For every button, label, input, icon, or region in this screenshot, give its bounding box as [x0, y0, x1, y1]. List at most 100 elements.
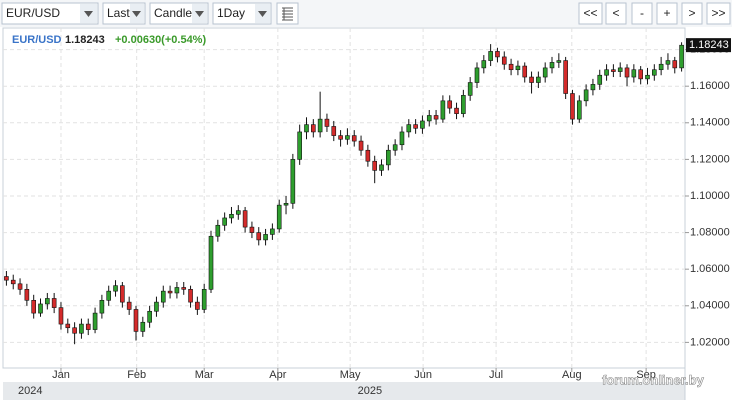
candle-body: [154, 301, 159, 312]
candle-body: [167, 290, 173, 294]
nav-button[interactable]: +: [656, 2, 678, 25]
candle-body: [379, 164, 384, 171]
candle-body: [406, 124, 412, 133]
button-label: <: [612, 6, 619, 20]
candle-body: [515, 65, 521, 71]
candle-body: [338, 135, 343, 140]
candle-body: [304, 124, 309, 133]
candle-body: [556, 60, 562, 63]
table-icon: [282, 7, 293, 21]
candle-body: [345, 135, 350, 140]
candle-body: [331, 126, 337, 136]
candle-body: [638, 69, 643, 80]
candle-body: [270, 228, 275, 235]
candle-body: [617, 67, 623, 72]
candle-body: [536, 76, 541, 83]
candle-body: [31, 299, 36, 314]
candle-body: [501, 56, 507, 65]
candle-body: [51, 298, 57, 308]
candle-body: [563, 60, 568, 94]
candle-body: [120, 285, 125, 303]
candle-body: [195, 301, 200, 310]
candle-body: [392, 144, 398, 151]
year-row: [3, 382, 685, 400]
candle-body: [85, 323, 91, 330]
candle-body: [522, 65, 528, 78]
candle-body: [263, 234, 268, 241]
table-button[interactable]: [276, 2, 299, 25]
candle-body: [542, 67, 548, 78]
candle-body: [508, 63, 514, 71]
dropdown-box: [1, 2, 99, 25]
candle-body: [420, 120, 425, 129]
candle-body: [235, 210, 241, 215]
dropdown-arrow: [195, 11, 204, 17]
candle-body: [215, 224, 221, 237]
x-tick-label: Jun: [414, 369, 432, 381]
candle-body: [113, 285, 118, 292]
interval-dropdown[interactable]: 1Day: [212, 2, 272, 25]
dropdown-label: 1Day: [217, 6, 245, 20]
candle-body: [576, 100, 582, 120]
candle-body: [133, 309, 139, 332]
price-dropdown[interactable]: Last: [102, 2, 146, 25]
candle-body: [658, 63, 664, 71]
candle-body: [17, 283, 23, 290]
type-dropdown[interactable]: Candle: [149, 2, 209, 25]
candle-body: [126, 301, 132, 310]
button-label: >>: [711, 6, 725, 20]
candle-body: [4, 276, 9, 281]
nav-button[interactable]: <: [605, 2, 627, 25]
candle-body: [474, 67, 480, 83]
symbol-dropdown[interactable]: EUR/USD: [1, 2, 99, 25]
nav-button[interactable]: -: [631, 2, 653, 25]
y-tick-label: 1.08000: [690, 226, 730, 238]
candle-body: [249, 226, 255, 233]
candle-body: [92, 312, 98, 330]
year-label: 2024: [18, 385, 42, 397]
candle-body: [276, 204, 282, 230]
watermark: forum.onliner.by: [602, 372, 705, 387]
x-tick-label: May: [340, 369, 361, 381]
candle-body: [45, 298, 50, 305]
button-box: [631, 2, 653, 25]
dropdown-label: Candle: [154, 6, 192, 20]
candle-body: [38, 303, 43, 314]
x-tick-label: Feb: [127, 369, 146, 381]
plot-area: [2, 27, 686, 369]
nav-button[interactable]: <<: [578, 2, 603, 25]
x-tick-label: Sep: [636, 369, 656, 381]
candle-body: [290, 159, 296, 204]
nav-button[interactable]: >>: [706, 2, 731, 25]
candle-body: [461, 95, 466, 114]
candle-body: [174, 287, 180, 294]
candle-body: [440, 100, 446, 120]
candle-body: [604, 69, 609, 76]
y-tick-label: 1.02000: [690, 336, 730, 348]
last-price-box: [686, 38, 731, 53]
dropdown-label: EUR/USD: [6, 6, 60, 20]
button-box: [578, 2, 603, 25]
last-price-label: 1.18243: [689, 39, 729, 51]
button-label: <<: [583, 6, 597, 20]
candle-body: [242, 210, 248, 228]
candle-body: [467, 82, 473, 96]
candle-body: [106, 290, 112, 301]
candle-body: [583, 89, 589, 102]
candle-body: [79, 323, 84, 334]
button-box: [605, 2, 627, 25]
x-tick-label: Jul: [489, 369, 503, 381]
candle-body: [426, 115, 432, 122]
y-tick-label: 1.04000: [690, 300, 730, 312]
candle-body: [222, 217, 227, 226]
x-tick-label: Aug: [562, 369, 582, 381]
candle-body: [447, 100, 453, 109]
candle-body: [549, 62, 555, 69]
candle-body: [529, 76, 534, 83]
candle-body: [597, 74, 603, 85]
candle-body: [283, 203, 289, 206]
nav-button[interactable]: >: [681, 2, 703, 25]
button-box: [706, 2, 731, 25]
candle-body: [570, 93, 575, 120]
candle-body: [358, 140, 364, 151]
